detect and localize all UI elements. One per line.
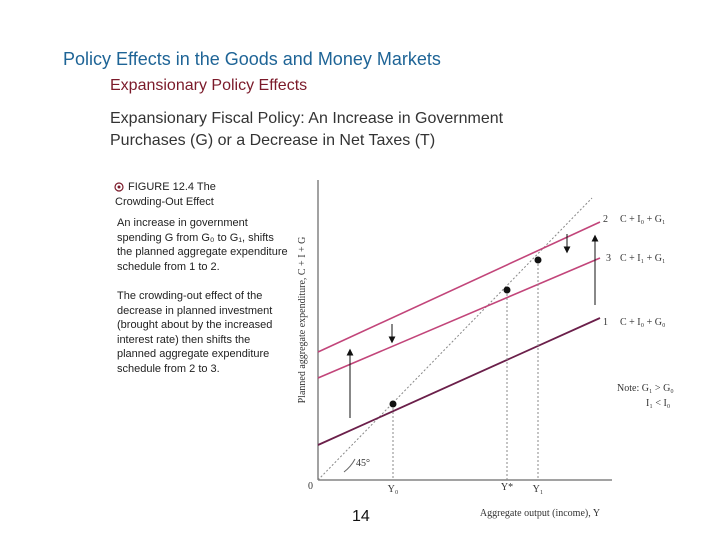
45-degree-line	[317, 197, 593, 481]
equilibrium-point	[389, 400, 397, 408]
line-label: C + I₀ + G₀	[620, 317, 666, 328]
caption-icon	[114, 182, 124, 192]
angle-arc	[343, 458, 356, 473]
ae-line-2	[317, 221, 601, 353]
heading-line: Purchases (G) or a Decrease in Net Taxes…	[110, 132, 436, 149]
note: Note: G₁ > G₀	[617, 383, 674, 394]
line-label: C + I₁ + G₁	[620, 253, 665, 264]
line-number: 1	[603, 317, 608, 328]
figure-caption: FIGURE 12.4 The Crowding-Out Effect	[115, 181, 216, 208]
line-number: 3	[606, 253, 611, 264]
line-label: C + I₀ + G₁	[620, 214, 665, 225]
angle-label: 45°	[356, 458, 370, 469]
line-number: 2	[603, 214, 608, 225]
page-number: 14	[352, 508, 370, 525]
ae-line-3	[317, 257, 601, 379]
equilibrium-point	[503, 286, 511, 294]
figure-description: The crowding-out effect of the decrease …	[117, 290, 273, 375]
x-marker: Y₀	[388, 484, 399, 495]
heading-line: Expansionary Fiscal Policy: An Increase …	[110, 110, 504, 127]
y-axis-label: Planned aggregate expenditure, C + I + G	[297, 237, 308, 404]
x-axis-label: Aggregate output (income), Y	[480, 508, 600, 519]
figure-description: An increase in government spending G fro…	[117, 217, 288, 273]
origin-label: 0	[308, 481, 313, 492]
equilibrium-point	[534, 256, 542, 264]
slide-subtitle: Expansionary Policy Effects	[110, 77, 308, 94]
x-marker: Y*	[501, 482, 513, 493]
slide-title: Policy Effects in the Goods and Money Ma…	[63, 49, 441, 69]
note: I₁ < I₀	[646, 398, 671, 409]
ae-line-1	[317, 317, 601, 446]
x-marker: Y₁	[533, 484, 544, 495]
